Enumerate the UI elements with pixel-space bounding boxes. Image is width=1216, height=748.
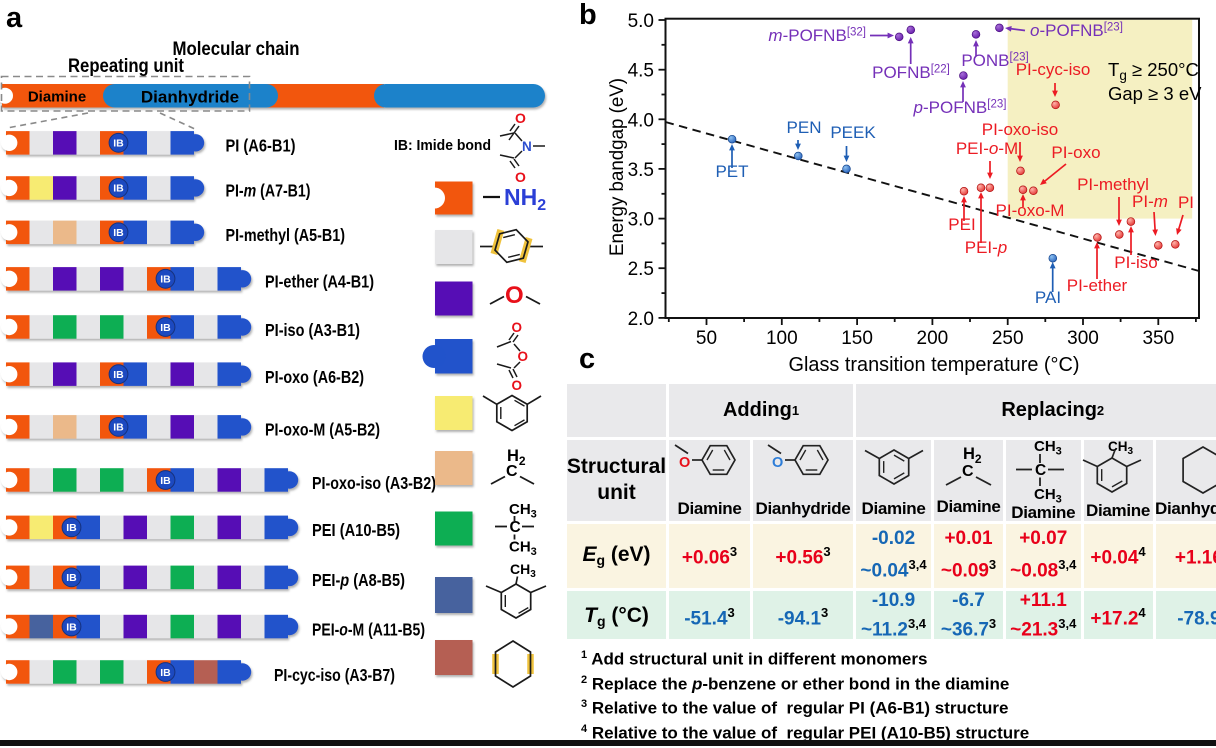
- svg-text:O: O: [679, 455, 690, 471]
- svg-text:2.5: 2.5: [628, 259, 654, 280]
- svg-text:300: 300: [1067, 328, 1099, 349]
- svg-text:3.5: 3.5: [628, 160, 654, 181]
- svg-text:PI-cyc-iso: PI-cyc-iso: [1016, 60, 1091, 79]
- svg-text:PEN: PEN: [787, 118, 822, 137]
- svg-text:IB: IB: [160, 322, 171, 334]
- svg-text:O: O: [512, 378, 523, 393]
- svg-text:PI-oxo-iso: PI-oxo-iso: [982, 120, 1059, 139]
- svg-text:4.5: 4.5: [628, 61, 654, 82]
- svg-text:PI-methyl (A5-B1): PI-methyl (A5-B1): [226, 225, 346, 245]
- svg-text:C: C: [510, 519, 521, 536]
- svg-text:O: O: [518, 349, 529, 364]
- svg-text:Tg ≥ 250°C: Tg ≥ 250°C: [1108, 59, 1199, 83]
- svg-text:PI (A6-B1): PI (A6-B1): [226, 136, 296, 156]
- svg-text:100: 100: [766, 328, 798, 349]
- svg-text:50: 50: [696, 328, 717, 349]
- svg-text:PEI-o-M (A11-B5): PEI-o-M (A11-B5): [312, 619, 425, 639]
- svg-text:PET: PET: [715, 162, 748, 181]
- svg-text:IB: IB: [160, 475, 171, 487]
- svg-text:Molecular chain: Molecular chain: [173, 39, 300, 60]
- svg-text:m-POFNB[32]: m-POFNB[32]: [768, 26, 866, 45]
- svg-text:PEI-p (A8-B5): PEI-p (A8-B5): [312, 570, 405, 590]
- svg-text:C: C: [962, 463, 974, 480]
- svg-text:PI-m: PI-m: [1132, 192, 1168, 211]
- svg-text:PEI (A10-B5): PEI (A10-B5): [312, 520, 400, 540]
- svg-text:C: C: [506, 463, 518, 480]
- svg-text:Gap ≥ 3 eV: Gap ≥ 3 eV: [1108, 83, 1202, 104]
- svg-text:o-POFNB[23]: o-POFNB[23]: [1030, 21, 1123, 40]
- svg-text:PI-iso (A3-B1): PI-iso (A3-B1): [265, 320, 360, 340]
- svg-text:O: O: [512, 320, 523, 335]
- svg-text:POFNB[22]: POFNB[22]: [872, 63, 950, 82]
- svg-text:p-POFNB[23]: p-POFNB[23]: [913, 98, 1007, 117]
- svg-text:PI-iso: PI-iso: [1114, 253, 1157, 272]
- svg-text:PI-ether: PI-ether: [1067, 276, 1128, 295]
- svg-text:IB: Imide bond: IB: Imide bond: [394, 137, 491, 154]
- svg-text:PI-m (A7-B1): PI-m (A7-B1): [226, 181, 311, 201]
- svg-text:PEI: PEI: [948, 215, 975, 234]
- svg-text:PI: PI: [1178, 193, 1194, 212]
- svg-text:IB: IB: [113, 422, 124, 434]
- svg-text:Diamine: Diamine: [28, 89, 86, 106]
- svg-text:IB: IB: [66, 621, 77, 633]
- svg-text:IB: IB: [113, 227, 124, 239]
- svg-text:PI-methyl: PI-methyl: [1077, 175, 1149, 194]
- svg-text:PI-oxo (A6-B2): PI-oxo (A6-B2): [265, 367, 364, 387]
- svg-text:Energy bandgap (eV): Energy bandgap (eV): [606, 78, 628, 256]
- svg-text:PAI: PAI: [1035, 288, 1061, 307]
- svg-text:PI-oxo-iso (A3-B2): PI-oxo-iso (A3-B2): [312, 473, 436, 493]
- svg-text:Dianhydride: Dianhydride: [141, 88, 239, 107]
- svg-text:Glass transition temperature (: Glass transition temperature (°C): [789, 353, 1080, 376]
- svg-text:O: O: [515, 110, 526, 126]
- svg-text:250: 250: [992, 328, 1024, 349]
- svg-text:CH3: CH3: [1034, 486, 1062, 503]
- svg-text:IB: IB: [113, 183, 124, 195]
- svg-text:PI-oxo: PI-oxo: [1051, 143, 1100, 162]
- svg-text:IB: IB: [113, 138, 124, 150]
- svg-text:CH3: CH3: [1034, 438, 1062, 458]
- svg-text:PI-oxo-M (A5-B2): PI-oxo-M (A5-B2): [265, 420, 380, 440]
- svg-text:O: O: [515, 169, 526, 185]
- svg-text:IB: IB: [113, 369, 124, 381]
- svg-text:200: 200: [917, 328, 949, 349]
- svg-text:150: 150: [841, 328, 873, 349]
- svg-text:IB: IB: [160, 274, 171, 286]
- svg-text:O: O: [505, 282, 524, 309]
- svg-text:Repeating unit: Repeating unit: [68, 56, 185, 77]
- svg-text:CH3: CH3: [510, 561, 536, 580]
- svg-text:4.0: 4.0: [628, 110, 654, 131]
- svg-text:CH3: CH3: [509, 501, 537, 521]
- svg-text:NH2: NH2: [504, 184, 546, 214]
- svg-text:C: C: [1035, 462, 1046, 479]
- svg-text:PEI-o-M: PEI-o-M: [956, 139, 1018, 158]
- svg-text:IB: IB: [66, 522, 77, 534]
- svg-text:5.0: 5.0: [628, 11, 654, 32]
- svg-text:PI-oxo-M: PI-oxo-M: [996, 201, 1065, 220]
- svg-text:O: O: [772, 455, 783, 471]
- svg-text:PI-ether (A4-B1): PI-ether (A4-B1): [265, 272, 374, 292]
- svg-text:350: 350: [1142, 328, 1174, 349]
- svg-text:IB: IB: [66, 572, 77, 584]
- svg-text:PI-cyc-iso (A3-B7): PI-cyc-iso (A3-B7): [274, 665, 395, 685]
- svg-text:PEI-p: PEI-p: [965, 238, 1008, 257]
- svg-text:IB: IB: [160, 667, 171, 679]
- svg-text:CH3: CH3: [509, 539, 537, 559]
- svg-text:PEEK: PEEK: [830, 123, 876, 142]
- svg-text:CH3: CH3: [1108, 439, 1134, 457]
- svg-text:3.0: 3.0: [628, 210, 654, 231]
- svg-text:2.0: 2.0: [628, 309, 654, 330]
- svg-text:N: N: [522, 139, 532, 154]
